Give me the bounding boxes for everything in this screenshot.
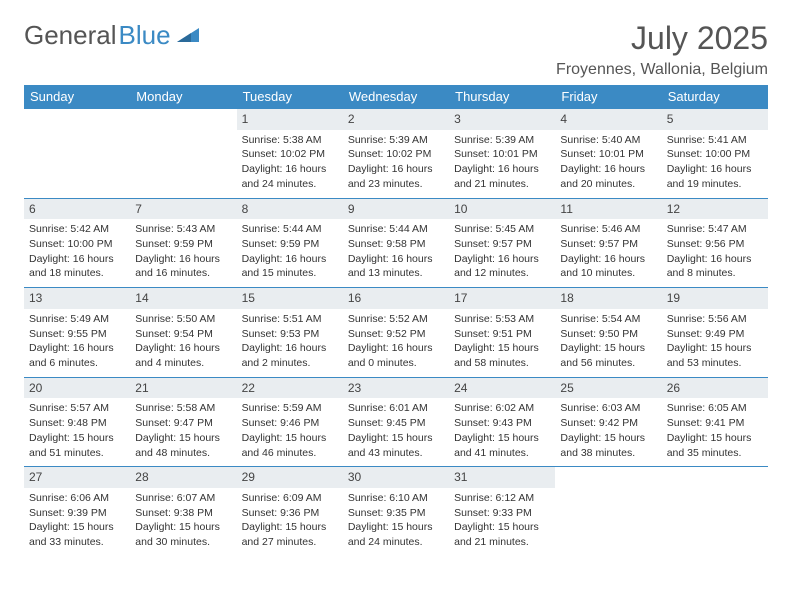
day-number: 16: [343, 288, 449, 309]
day-number-row: 13141516171819: [24, 288, 768, 309]
weekday-header: Saturday: [662, 85, 768, 109]
empty-day-cell: [555, 488, 661, 556]
day-number: 2: [343, 109, 449, 130]
day-number: 26: [662, 377, 768, 398]
day-number: 27: [24, 467, 130, 488]
day-number: 14: [130, 288, 236, 309]
day-body-row: Sunrise: 5:38 AMSunset: 10:02 PMDaylight…: [24, 130, 768, 198]
day-cell: Sunrise: 5:58 AMSunset: 9:47 PMDaylight:…: [130, 398, 236, 466]
day-cell: Sunrise: 5:40 AMSunset: 10:01 PMDaylight…: [555, 130, 661, 198]
day-cell: Sunrise: 5:57 AMSunset: 9:48 PMDaylight:…: [24, 398, 130, 466]
day-number: 25: [555, 377, 661, 398]
day-cell: Sunrise: 5:42 AMSunset: 10:00 PMDaylight…: [24, 219, 130, 287]
day-body-row: Sunrise: 6:06 AMSunset: 9:39 PMDaylight:…: [24, 488, 768, 556]
day-number: 30: [343, 467, 449, 488]
day-number-row: 6789101112: [24, 198, 768, 219]
day-cell: Sunrise: 6:06 AMSunset: 9:39 PMDaylight:…: [24, 488, 130, 556]
day-number: 5: [662, 109, 768, 130]
day-cell: Sunrise: 5:41 AMSunset: 10:00 PMDaylight…: [662, 130, 768, 198]
day-number: 17: [449, 288, 555, 309]
day-cell: Sunrise: 6:01 AMSunset: 9:45 PMDaylight:…: [343, 398, 449, 466]
day-cell: Sunrise: 5:59 AMSunset: 9:46 PMDaylight:…: [237, 398, 343, 466]
day-number: 9: [343, 198, 449, 219]
location: Froyennes, Wallonia, Belgium: [556, 61, 768, 79]
day-number-row: 2728293031: [24, 467, 768, 488]
weekday-header: Monday: [130, 85, 236, 109]
logo: GeneralBlue: [24, 20, 199, 51]
day-number: 13: [24, 288, 130, 309]
day-number: 18: [555, 288, 661, 309]
day-number: 3: [449, 109, 555, 130]
day-cell: Sunrise: 5:53 AMSunset: 9:51 PMDaylight:…: [449, 309, 555, 377]
day-cell: Sunrise: 5:52 AMSunset: 9:52 PMDaylight:…: [343, 309, 449, 377]
day-number: 15: [237, 288, 343, 309]
day-cell: Sunrise: 6:09 AMSunset: 9:36 PMDaylight:…: [237, 488, 343, 556]
day-number: 23: [343, 377, 449, 398]
day-cell: Sunrise: 5:46 AMSunset: 9:57 PMDaylight:…: [555, 219, 661, 287]
day-number: 1: [237, 109, 343, 130]
day-number: 24: [449, 377, 555, 398]
day-body-row: Sunrise: 5:49 AMSunset: 9:55 PMDaylight:…: [24, 309, 768, 377]
logo-text-1: General: [24, 20, 117, 51]
weekday-header: Tuesday: [237, 85, 343, 109]
day-number: 22: [237, 377, 343, 398]
day-cell: Sunrise: 6:03 AMSunset: 9:42 PMDaylight:…: [555, 398, 661, 466]
day-cell: Sunrise: 6:02 AMSunset: 9:43 PMDaylight:…: [449, 398, 555, 466]
day-number: 8: [237, 198, 343, 219]
day-number: 10: [449, 198, 555, 219]
day-body-row: Sunrise: 5:57 AMSunset: 9:48 PMDaylight:…: [24, 398, 768, 466]
day-number: 21: [130, 377, 236, 398]
empty-day-number: [24, 109, 130, 130]
day-number: 20: [24, 377, 130, 398]
calendar-header: SundayMondayTuesdayWednesdayThursdayFrid…: [24, 85, 768, 109]
header: GeneralBlue July 2025 Froyennes, Walloni…: [24, 20, 768, 79]
weekday-header: Thursday: [449, 85, 555, 109]
day-cell: Sunrise: 6:12 AMSunset: 9:33 PMDaylight:…: [449, 488, 555, 556]
empty-day-cell: [24, 130, 130, 198]
day-number: 12: [662, 198, 768, 219]
day-number: 4: [555, 109, 661, 130]
day-cell: Sunrise: 5:45 AMSunset: 9:57 PMDaylight:…: [449, 219, 555, 287]
day-cell: Sunrise: 5:56 AMSunset: 9:49 PMDaylight:…: [662, 309, 768, 377]
empty-day-cell: [130, 130, 236, 198]
calendar-table: SundayMondayTuesdayWednesdayThursdayFrid…: [24, 85, 768, 556]
day-number-row: 12345: [24, 109, 768, 130]
day-number: 7: [130, 198, 236, 219]
day-cell: Sunrise: 5:39 AMSunset: 10:02 PMDaylight…: [343, 130, 449, 198]
day-cell: Sunrise: 5:51 AMSunset: 9:53 PMDaylight:…: [237, 309, 343, 377]
empty-day-number: [662, 467, 768, 488]
day-number: 28: [130, 467, 236, 488]
weekday-header: Sunday: [24, 85, 130, 109]
day-cell: Sunrise: 5:44 AMSunset: 9:59 PMDaylight:…: [237, 219, 343, 287]
empty-day-number: [130, 109, 236, 130]
weekday-header: Wednesday: [343, 85, 449, 109]
day-number: 19: [662, 288, 768, 309]
logo-triangle-icon: [177, 24, 199, 47]
day-cell: Sunrise: 5:54 AMSunset: 9:50 PMDaylight:…: [555, 309, 661, 377]
day-cell: Sunrise: 5:50 AMSunset: 9:54 PMDaylight:…: [130, 309, 236, 377]
weekday-header: Friday: [555, 85, 661, 109]
empty-day-cell: [662, 488, 768, 556]
title-block: July 2025 Froyennes, Wallonia, Belgium: [556, 20, 768, 79]
day-cell: Sunrise: 5:38 AMSunset: 10:02 PMDaylight…: [237, 130, 343, 198]
day-number: 29: [237, 467, 343, 488]
day-cell: Sunrise: 5:43 AMSunset: 9:59 PMDaylight:…: [130, 219, 236, 287]
logo-text-2: Blue: [119, 20, 171, 51]
empty-day-number: [555, 467, 661, 488]
day-number-row: 20212223242526: [24, 377, 768, 398]
day-number: 6: [24, 198, 130, 219]
day-cell: Sunrise: 6:10 AMSunset: 9:35 PMDaylight:…: [343, 488, 449, 556]
day-cell: Sunrise: 5:47 AMSunset: 9:56 PMDaylight:…: [662, 219, 768, 287]
day-cell: Sunrise: 6:05 AMSunset: 9:41 PMDaylight:…: [662, 398, 768, 466]
day-cell: Sunrise: 5:44 AMSunset: 9:58 PMDaylight:…: [343, 219, 449, 287]
day-cell: Sunrise: 5:49 AMSunset: 9:55 PMDaylight:…: [24, 309, 130, 377]
day-cell: Sunrise: 6:07 AMSunset: 9:38 PMDaylight:…: [130, 488, 236, 556]
day-cell: Sunrise: 5:39 AMSunset: 10:01 PMDaylight…: [449, 130, 555, 198]
day-body-row: Sunrise: 5:42 AMSunset: 10:00 PMDaylight…: [24, 219, 768, 287]
day-number: 31: [449, 467, 555, 488]
day-number: 11: [555, 198, 661, 219]
month-title: July 2025: [556, 20, 768, 57]
